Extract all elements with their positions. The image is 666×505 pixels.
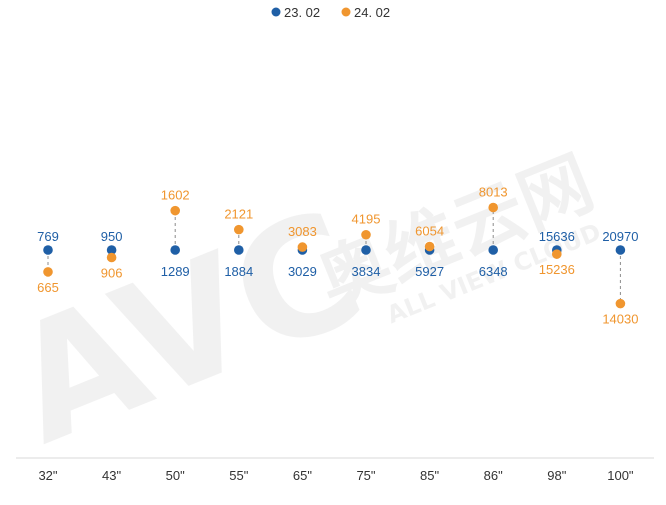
value-label-series-1-5: 3834 bbox=[352, 264, 381, 279]
point-series-2-5 bbox=[361, 229, 371, 240]
value-label-series-1-1: 950 bbox=[101, 229, 123, 244]
x-tick-label-1: 43" bbox=[102, 468, 121, 483]
watermark: AVC 奥维云网 ALL VIEW CLOUD bbox=[0, 140, 605, 480]
value-label-series-1-8: 15636 bbox=[539, 229, 575, 244]
x-tick-label-0: 32" bbox=[38, 468, 57, 483]
value-label-series-1-7: 6348 bbox=[479, 264, 508, 279]
value-label-series-1-0: 769 bbox=[37, 229, 59, 244]
point-series-2-1 bbox=[106, 252, 117, 263]
point-series-2-3 bbox=[234, 224, 244, 235]
value-label-series-2-3: 2121 bbox=[224, 207, 253, 222]
point-series-2-6 bbox=[424, 241, 435, 252]
point-series-1-2 bbox=[170, 245, 180, 255]
markers bbox=[43, 202, 626, 309]
legend-marker-series-1 bbox=[271, 7, 281, 17]
value-label-series-2-4: 3083 bbox=[288, 224, 317, 239]
value-label-series-1-3: 1884 bbox=[224, 264, 253, 279]
point-series-2-4 bbox=[297, 242, 308, 252]
point-series-2-8 bbox=[552, 249, 562, 259]
value-label-series-2-7: 8013 bbox=[479, 185, 508, 200]
x-tick-label-8: 98" bbox=[547, 468, 566, 483]
value-label-series-1-4: 3029 bbox=[288, 264, 317, 279]
point-series-2-2 bbox=[170, 205, 180, 216]
value-label-series-1-9: 20970 bbox=[602, 229, 638, 244]
value-label-series-2-9: 14030 bbox=[602, 312, 638, 327]
point-series-2-0 bbox=[43, 267, 53, 277]
x-tick-label-2: 50" bbox=[166, 468, 185, 483]
x-tick-label-4: 65" bbox=[293, 468, 312, 483]
value-label-series-2-2: 1602 bbox=[161, 188, 190, 203]
value-label-series-2-6: 6054 bbox=[415, 224, 444, 239]
legend-label-series-1: 23. 02 bbox=[284, 5, 320, 20]
value-label-series-2-1: 906 bbox=[101, 266, 123, 281]
x-tick-label-6: 85" bbox=[420, 468, 439, 483]
point-series-1-5 bbox=[361, 245, 371, 255]
point-series-1-9 bbox=[615, 245, 626, 255]
point-series-2-9 bbox=[615, 298, 626, 309]
value-label-series-1-2: 1289 bbox=[161, 264, 190, 279]
x-tick-label-3: 55" bbox=[229, 468, 248, 483]
point-series-1-3 bbox=[234, 245, 244, 255]
x-tick-label-5: 75" bbox=[356, 468, 375, 483]
point-series-2-7 bbox=[488, 202, 499, 213]
legend-label-series-2: 24. 02 bbox=[354, 5, 390, 20]
x-tick-label-7: 86" bbox=[484, 468, 503, 483]
x-tick-label-9: 100" bbox=[607, 468, 634, 483]
legend: 23. 02 24. 02 bbox=[271, 5, 390, 20]
watermark-logo: AVC bbox=[0, 174, 386, 480]
value-label-series-2-8: 15236 bbox=[539, 262, 575, 277]
value-label-series-2-5: 4195 bbox=[352, 212, 381, 227]
value-labels: 769 665 950 906 1289 1602 1884 2121 3029 3083 3834… bbox=[37, 185, 638, 327]
value-label-series-2-0: 665 bbox=[37, 280, 59, 295]
point-series-1-0 bbox=[43, 245, 53, 255]
x-tick-labels: 32" 43" 50" 55" 65" 75" 85" 86" 98" 100" bbox=[38, 468, 633, 483]
point-series-1-7 bbox=[488, 245, 499, 255]
legend-marker-series-2 bbox=[341, 7, 351, 17]
point-series-1-1 bbox=[106, 245, 117, 255]
value-label-series-1-6: 5927 bbox=[415, 264, 444, 279]
